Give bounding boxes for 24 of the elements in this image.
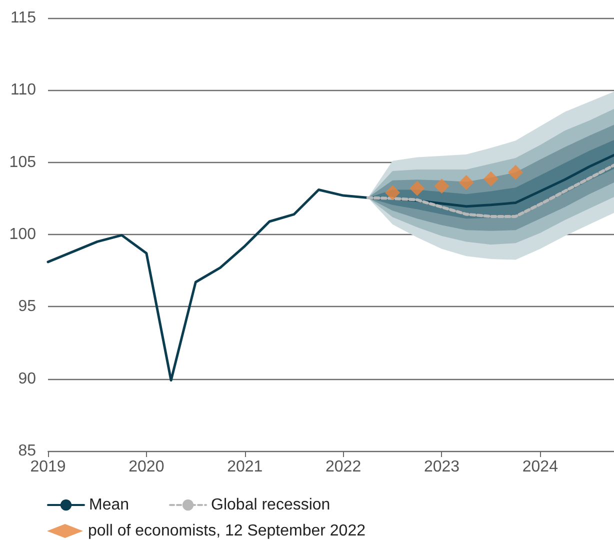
point (410, 180, 425, 196)
x-tick-label: 2019 (30, 458, 66, 476)
y-tick-label: 100 (9, 226, 36, 243)
x-tick-label: 2021 (227, 458, 263, 476)
y-tick-label: 90 (18, 370, 36, 388)
point (483, 171, 498, 186)
legend-label: Global recession (211, 496, 330, 514)
x-tick-label: 2023 (424, 458, 460, 476)
y-tick-label: 95 (18, 298, 36, 316)
y-tick-label: 115 (10, 10, 36, 26)
line-series (46, 154, 614, 382)
y-tick-label: 85 (18, 442, 36, 460)
x-tick-label: 2024 (522, 458, 558, 476)
point (385, 185, 400, 200)
x-tick-label: 2020 (128, 458, 164, 476)
point (458, 175, 474, 190)
line-series (366, 164, 614, 218)
x-tick-label: 2022 (326, 458, 362, 476)
point (508, 164, 524, 180)
y-tick-label: 105 (9, 154, 36, 171)
point (434, 178, 450, 194)
legend-label: Mean (89, 496, 130, 514)
y-tick-label: 110 (10, 82, 36, 99)
legend-label: poll of economists, 12 September 2022 (88, 522, 366, 540)
